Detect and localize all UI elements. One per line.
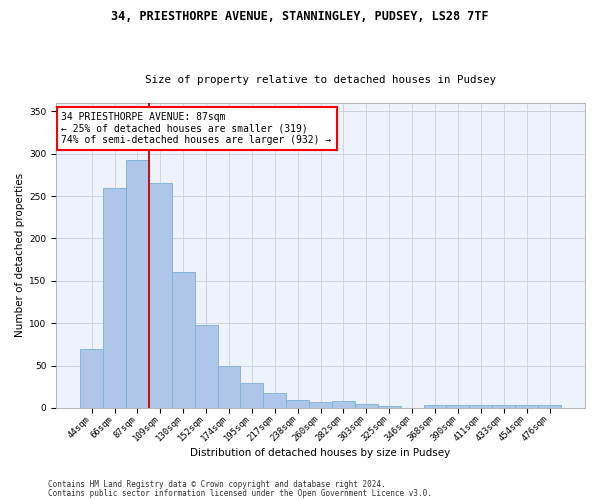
Title: Size of property relative to detached houses in Pudsey: Size of property relative to detached ho… [145,76,496,86]
Bar [218,366,241,408]
Bar [80,348,103,408]
Bar [378,406,401,408]
Bar [538,404,561,408]
Bar [309,402,332,408]
X-axis label: Distribution of detached houses by size in Pudsey: Distribution of detached houses by size … [190,448,451,458]
Bar [126,160,149,408]
Text: Contains public sector information licensed under the Open Government Licence v3: Contains public sector information licen… [48,488,432,498]
Bar [149,184,172,408]
Bar [446,406,469,408]
Text: 34 PRIESTHORPE AVENUE: 87sqm
← 25% of detached houses are smaller (319)
74% of s: 34 PRIESTHORPE AVENUE: 87sqm ← 25% of de… [61,112,332,146]
Bar [172,272,194,408]
Bar [492,406,515,408]
Y-axis label: Number of detached properties: Number of detached properties [15,174,25,338]
Bar [194,325,218,408]
Bar [424,404,446,408]
Text: 34, PRIESTHORPE AVENUE, STANNINGLEY, PUDSEY, LS28 7TF: 34, PRIESTHORPE AVENUE, STANNINGLEY, PUD… [111,10,489,23]
Bar [263,392,286,408]
Bar [355,404,378,408]
Bar [469,406,492,408]
Text: Contains HM Land Registry data © Crown copyright and database right 2024.: Contains HM Land Registry data © Crown c… [48,480,386,489]
Bar [241,384,263,408]
Bar [332,401,355,408]
Bar [515,406,538,408]
Bar [286,400,309,408]
Bar [103,188,126,408]
